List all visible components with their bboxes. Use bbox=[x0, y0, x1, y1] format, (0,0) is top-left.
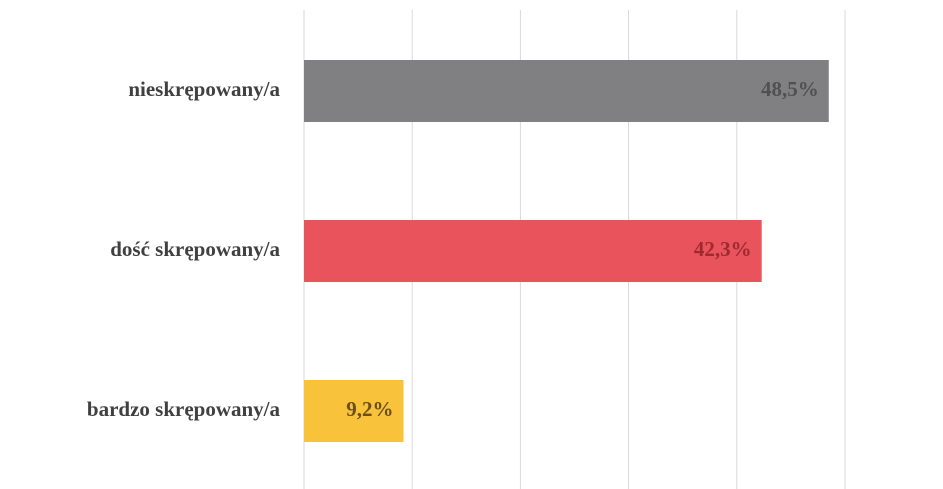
bar bbox=[304, 380, 404, 442]
category-label: bardzo skrępowany/a bbox=[87, 397, 281, 421]
value-label: 9,2% bbox=[346, 397, 393, 421]
category-label: nieskrępowany/a bbox=[128, 77, 280, 101]
bar bbox=[304, 220, 762, 282]
bar bbox=[304, 60, 829, 122]
category-label: dość skrępowany/a bbox=[110, 237, 280, 261]
value-label: 42,3% bbox=[694, 237, 752, 261]
value-label: 48,5% bbox=[761, 77, 819, 101]
